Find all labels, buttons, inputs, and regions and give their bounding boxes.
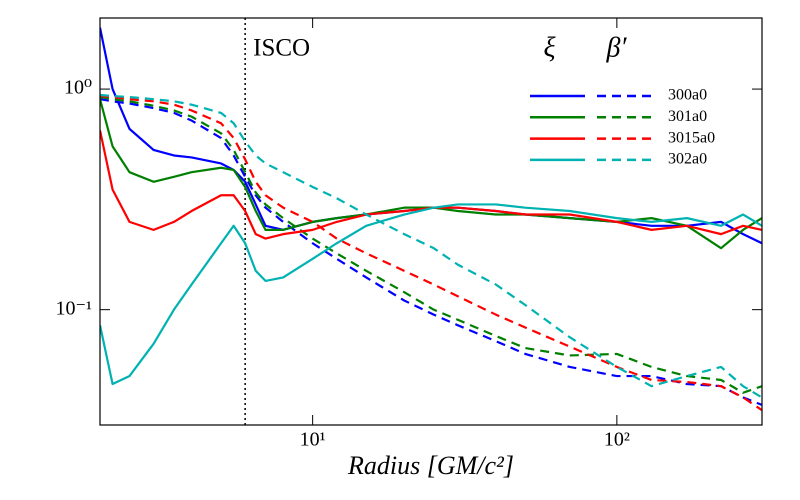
series-line bbox=[100, 98, 762, 250]
legend-label: 301a0 bbox=[668, 108, 707, 125]
plot-area bbox=[100, 18, 762, 425]
legend-label: 3015a0 bbox=[668, 129, 715, 146]
legend-header: β′ bbox=[605, 32, 627, 63]
annotation: ISCO bbox=[253, 35, 310, 62]
y-tick-label: 10⁰ bbox=[64, 77, 92, 99]
series-line bbox=[100, 98, 762, 406]
legend-label: 300a0 bbox=[668, 87, 707, 104]
series-line bbox=[100, 130, 762, 240]
x-tick-label: 10¹ bbox=[300, 429, 326, 451]
series-line bbox=[100, 94, 762, 412]
legend-header: ξ bbox=[544, 32, 556, 63]
legend-label: 302a0 bbox=[668, 151, 707, 168]
y-tick-label: 10⁻¹ bbox=[55, 297, 92, 319]
series-line bbox=[100, 93, 762, 399]
plot-frame bbox=[99, 17, 763, 426]
series-line bbox=[100, 203, 762, 386]
series-line bbox=[100, 95, 762, 394]
x-tick-label: 10² bbox=[604, 429, 630, 451]
x-axis-label: Radius [GM/c²] bbox=[347, 451, 514, 480]
series-line bbox=[100, 27, 762, 245]
